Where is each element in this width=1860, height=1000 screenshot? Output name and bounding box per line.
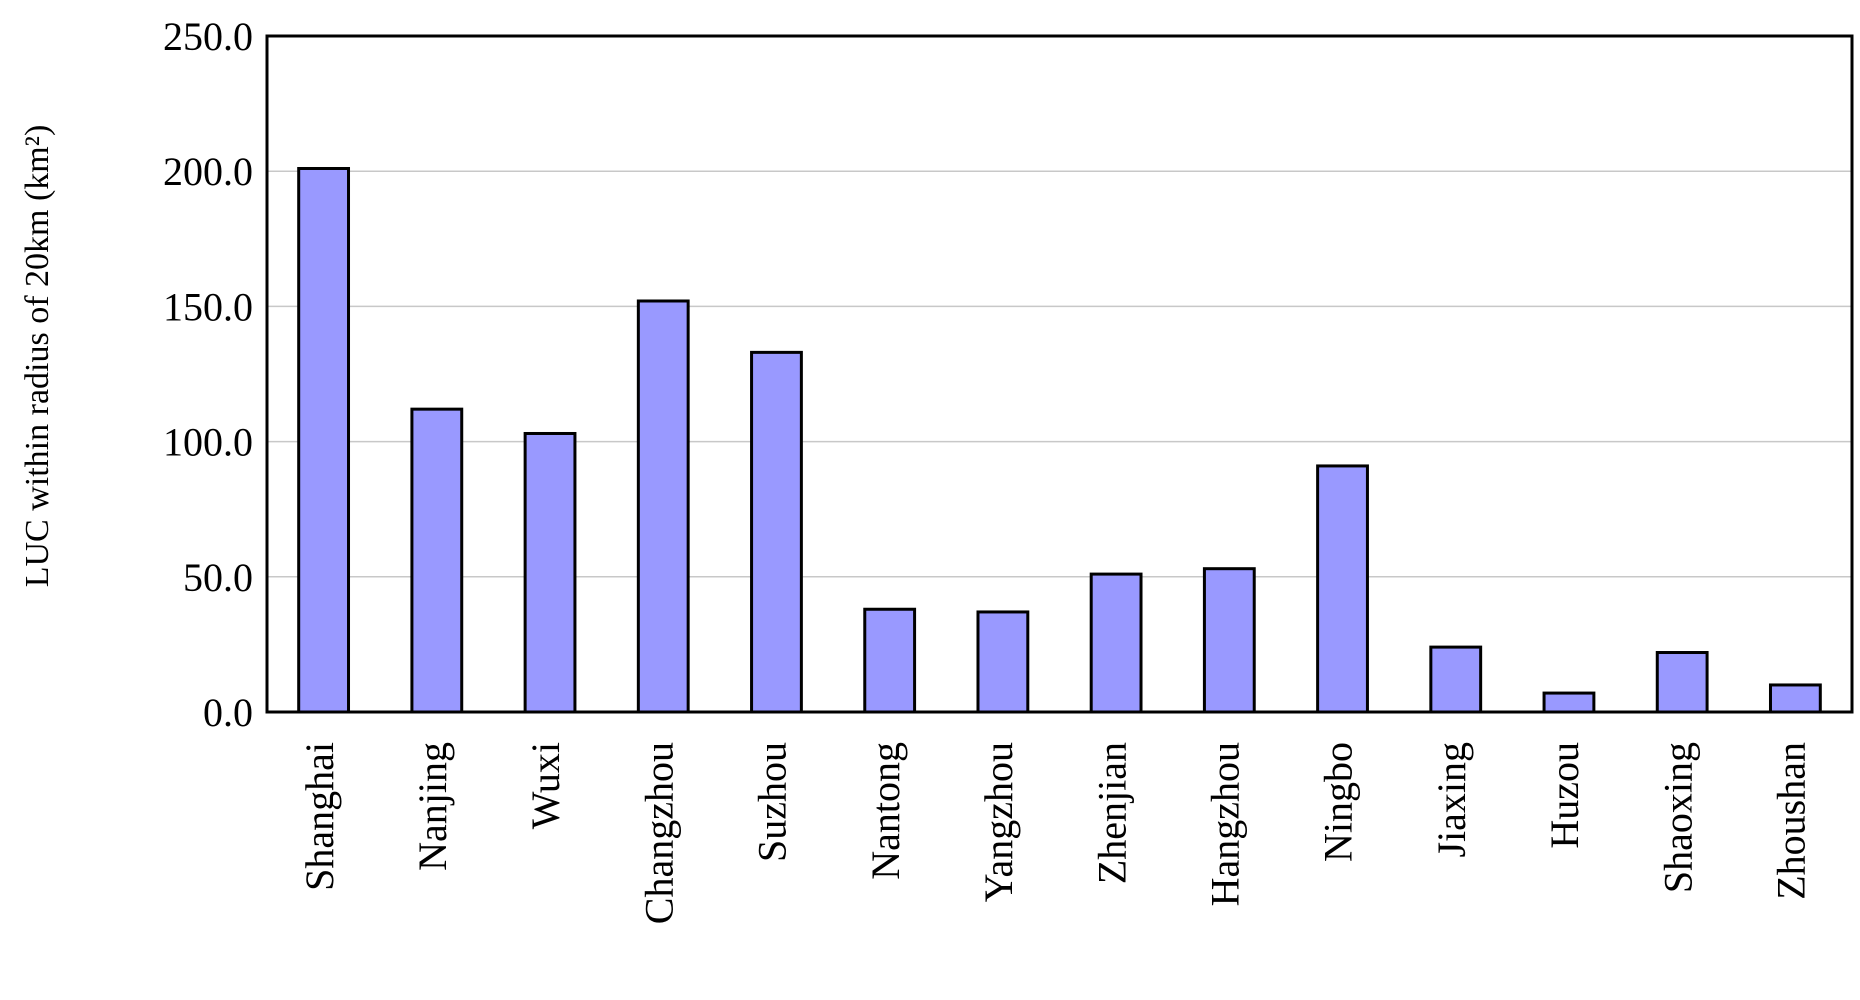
- bar: [523, 431, 577, 714]
- plot-frame: [265, 34, 1854, 714]
- bar: [750, 350, 803, 714]
- bar: [636, 299, 690, 714]
- y-tick-label: 200.0: [163, 149, 253, 194]
- x-tick-label: Shaoxing: [1655, 742, 1700, 893]
- x-tick-label: Suzhou: [750, 742, 795, 862]
- bar: [1655, 651, 1709, 714]
- x-tick-label: Ningbo: [1316, 742, 1361, 862]
- x-tick-label: Yangzhou: [976, 742, 1021, 902]
- y-tick-label: 0.0: [203, 690, 253, 735]
- x-tick-label: Shanghai: [297, 742, 342, 891]
- bar: [1202, 567, 1256, 714]
- y-tick-label: 50.0: [183, 555, 253, 600]
- x-tick-label: Hangzhou: [1202, 742, 1247, 906]
- bar: [1316, 464, 1369, 714]
- y-tick-label: 250.0: [163, 14, 253, 59]
- x-tick-label: Nantong: [863, 742, 908, 880]
- x-tick-label: Wuxi: [523, 742, 568, 829]
- bar: [1542, 691, 1596, 714]
- x-tick-label: Zhenjian: [1089, 742, 1134, 884]
- x-tick-label: Jiaxing: [1429, 742, 1474, 858]
- bar: [297, 166, 351, 714]
- x-tick-label: Zhoushan: [1769, 742, 1814, 900]
- bar: [410, 407, 464, 714]
- bar: [1089, 572, 1143, 714]
- y-tick-label: 100.0: [163, 420, 253, 465]
- x-tick-label: Changzhou: [636, 742, 681, 924]
- y-axis-label: LUC within radius of 20km (km²): [19, 125, 56, 588]
- y-tick-label: 150.0: [163, 284, 253, 329]
- bar: [1768, 683, 1822, 714]
- x-tick-label: Nanjing: [410, 742, 455, 871]
- bar: [976, 610, 1030, 714]
- bar: [863, 607, 917, 714]
- bar: [1429, 645, 1483, 714]
- x-tick-label: Huzou: [1542, 742, 1587, 849]
